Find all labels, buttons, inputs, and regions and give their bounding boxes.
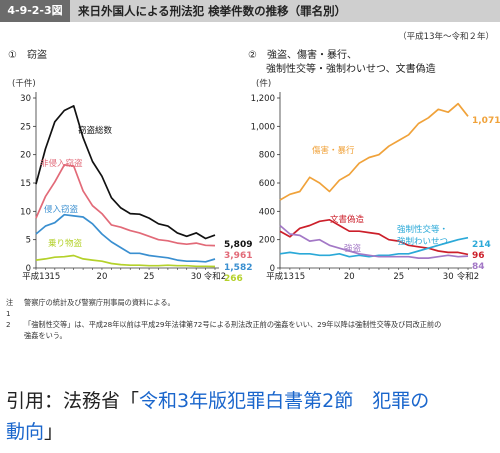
x-tick-label: 25 bbox=[393, 272, 404, 282]
y-tick-label: 200 bbox=[259, 236, 275, 246]
y-tick-label: 20 bbox=[20, 151, 31, 161]
end-value-label: 5,809 bbox=[224, 240, 252, 250]
end-value-label: 214 bbox=[472, 240, 491, 250]
panel1-label: ① 窃盗 bbox=[8, 48, 47, 61]
series-name-label: 傷害・暴行 bbox=[312, 145, 355, 156]
x-tick-label: 25 bbox=[144, 272, 155, 282]
y-tick-label: 15 bbox=[20, 179, 31, 189]
y-tick-label: 0 bbox=[26, 264, 31, 274]
note-key: 2 bbox=[6, 320, 11, 329]
end-value-label: 1,071 bbox=[472, 116, 500, 126]
y-tick-label: 30 bbox=[20, 94, 31, 104]
y-tick-label: 1,000 bbox=[251, 122, 275, 132]
y-tick-label: 25 bbox=[20, 122, 31, 132]
panel2-label-line2: 強制性交等・強制わいせつ、文書偽造 bbox=[266, 62, 436, 75]
note-row: 注 1 警察庁の統計及び警察庁刑事局の資料による。 bbox=[6, 297, 496, 319]
note-text: 「強制性交等」は、平成28年以前は平成29年法律第72号による刑法改正前の強姦を… bbox=[24, 320, 442, 329]
y-tick-label: 10 bbox=[20, 207, 31, 217]
series-name-label: 侵入窃盗 bbox=[44, 204, 79, 215]
series-line bbox=[279, 224, 469, 259]
series-line bbox=[279, 218, 469, 256]
figure-title: 来日外国人による刑法犯 検挙件数の推移（罪名別） bbox=[78, 4, 347, 18]
panel2-unit: (件) bbox=[256, 78, 271, 89]
series-line bbox=[35, 105, 216, 240]
end-value-label: 266 bbox=[224, 274, 243, 284]
x-tick-label: 20 bbox=[97, 272, 108, 282]
end-value-label: 84 bbox=[472, 262, 485, 272]
end-value-label: 3,961 bbox=[224, 251, 252, 261]
notes: 注 1 警察庁の統計及び警察庁刑事局の資料による。 2 「強制性交等」は、平成28年… bbox=[6, 297, 496, 341]
x-tick-label: 30 bbox=[191, 272, 202, 282]
series-line bbox=[35, 254, 216, 268]
note-key: 注 1 bbox=[6, 298, 21, 318]
note-row: 2 「強制性交等」は、平成28年以前は平成29年法律第72号による刑法改正前の強姦… bbox=[6, 319, 496, 330]
y-tick-label: 400 bbox=[259, 207, 275, 217]
series-name-label: 文書偽造 bbox=[330, 214, 365, 225]
y-tick-label: 600 bbox=[259, 179, 275, 189]
panel1-unit: (千件) bbox=[12, 78, 36, 89]
note-text: 警察庁の統計及び警察庁刑事局の資料による。 bbox=[24, 298, 175, 307]
y-tick-label: 0 bbox=[270, 264, 275, 274]
note-text: 強姦をいう。 bbox=[24, 331, 67, 340]
x-tick-label: 平成13 bbox=[22, 271, 50, 282]
y-tick-label: 1,200 bbox=[251, 94, 275, 104]
citation-prefix: 引用：法務省「 bbox=[6, 390, 140, 412]
x-tick-label: 平成13 bbox=[266, 271, 294, 282]
series-line bbox=[35, 213, 216, 263]
note-key bbox=[6, 330, 24, 341]
end-value-label: 96 bbox=[472, 251, 485, 261]
x-tick-label: 30 bbox=[443, 272, 454, 282]
series-name-label: 強制性交等・ bbox=[397, 224, 448, 235]
x-tick-label: 令和2 bbox=[457, 271, 479, 282]
panel2-label: ② 強盗、傷害・暴行、 bbox=[248, 48, 357, 61]
citation-link[interactable]: 令和3年版犯罪白書第2節 犯罪の 動向 bbox=[6, 390, 430, 443]
x-tick-label: 20 bbox=[344, 272, 355, 282]
series-name-label: 非侵入窃盗 bbox=[40, 158, 83, 169]
series-name-label: 乗り物盗 bbox=[48, 238, 83, 249]
series-line bbox=[35, 164, 216, 247]
end-value-label: 1,582 bbox=[224, 263, 252, 273]
citation-suffix: 」 bbox=[44, 421, 64, 443]
period-subtitle: （平成13年～令和２年） bbox=[398, 32, 494, 42]
y-tick-label: 5 bbox=[26, 236, 31, 246]
x-tick-label: 15 bbox=[294, 272, 305, 282]
x-tick-label: 令和2 bbox=[204, 271, 226, 282]
series-line bbox=[279, 102, 469, 201]
figure-number: 4-9-2-3図 bbox=[0, 0, 70, 22]
series-name-label: 強盗 bbox=[344, 243, 362, 254]
figure-header: 4-9-2-3図 来日外国人による刑法犯 検挙件数の推移（罪名別） bbox=[0, 0, 500, 22]
series-name-label: 窃盗総数 bbox=[78, 125, 113, 136]
chart-area: ① 窃盗 (千件) ② 強盗、傷害・暴行、 強制性交等・強制わいせつ、文書偽造 … bbox=[8, 48, 500, 284]
x-tick-label: 15 bbox=[49, 272, 60, 282]
y-tick-label: 800 bbox=[259, 151, 275, 161]
citation: 引用：法務省「令和3年版犯罪白書第2節 犯罪の 動向」 bbox=[6, 386, 496, 448]
note-row: 強姦をいう。 bbox=[6, 330, 496, 341]
series-name-label: 強制わいせつ bbox=[397, 236, 448, 247]
